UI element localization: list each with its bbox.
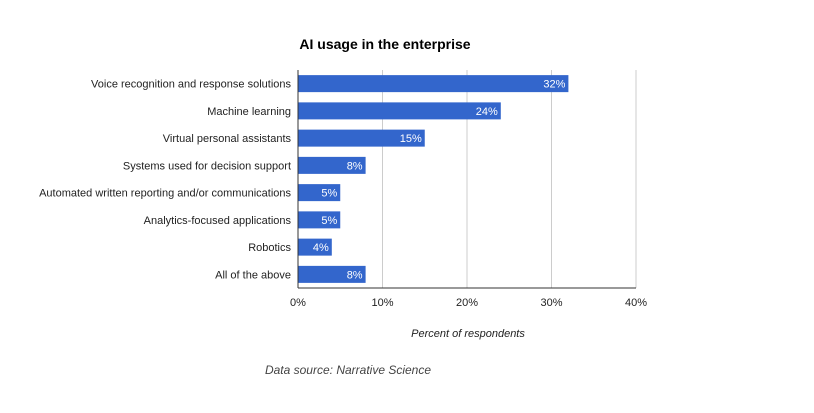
data-source-note: Data source: Narrative Science (265, 363, 431, 377)
bars: 32% 24% 15% 8% 5% 5% 4% 8% (298, 75, 569, 283)
bar (298, 156, 366, 174)
category-label: Systems used for decision support (123, 160, 291, 172)
bar-data-label: 32% (543, 79, 565, 91)
category-label: Robotics (248, 242, 291, 254)
bar-data-label: 5% (321, 188, 337, 200)
bar (298, 265, 366, 283)
bar-data-label: 4% (313, 242, 329, 254)
bar (298, 184, 341, 202)
x-tick-label: 20% (456, 297, 478, 309)
bar (298, 129, 425, 147)
bar (298, 211, 341, 229)
x-tick-label: 0% (290, 297, 306, 309)
category-label: Analytics-focused applications (144, 215, 292, 227)
chart-title: AI usage in the enterprise (299, 36, 470, 52)
bar-data-label: 5% (321, 215, 337, 227)
x-axis-title: Percent of respondents (411, 328, 525, 340)
bar (298, 102, 501, 120)
axes: 0% 10% 20% 30% 40% Voice recognition and resp… (39, 70, 647, 309)
category-label: Voice recognition and response solutions (91, 79, 291, 91)
bar-data-label: 8% (347, 269, 363, 281)
x-tick-label: 30% (540, 297, 562, 309)
category-label: Machine learning (207, 106, 291, 118)
category-label: All of the above (215, 269, 291, 281)
bar-data-label: 15% (400, 133, 422, 145)
category-label: Virtual personal assistants (163, 133, 292, 145)
bar (298, 238, 332, 256)
bar-data-label: 24% (476, 106, 498, 118)
bar (298, 75, 569, 93)
bar-data-label: 8% (347, 160, 363, 172)
x-tick-label: 40% (625, 297, 647, 309)
category-label: Automated written reporting and/or commu… (39, 188, 291, 200)
x-tick-label: 10% (371, 297, 393, 309)
